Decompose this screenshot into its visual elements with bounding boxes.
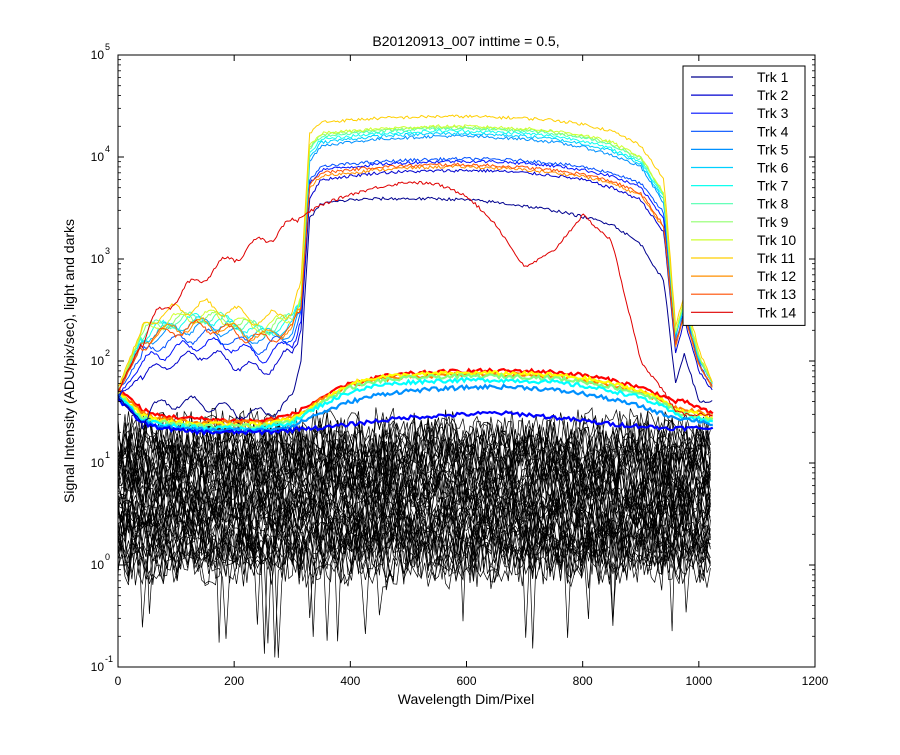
x-tick-label: 1000	[685, 674, 712, 688]
series-line-14	[117, 180, 713, 417]
series-lines	[117, 114, 713, 430]
dark-trace	[117, 524, 711, 654]
series-line-4	[117, 156, 713, 393]
y-tick-exponent: 3	[105, 246, 110, 256]
series-line-11	[117, 114, 713, 387]
y-axis-label: Signal Intensity (ADU/pix/sec), light an…	[61, 219, 77, 503]
y-tick-exponent: 0	[105, 552, 110, 562]
dark-trace	[117, 517, 711, 625]
series-line-3	[117, 159, 713, 396]
legend-box	[682, 65, 806, 326]
series-line-13	[117, 162, 713, 393]
legend-label: Trk 9	[757, 214, 789, 230]
dark-trace	[117, 521, 711, 632]
dark-trace	[117, 525, 711, 649]
y-tick-label: 10	[91, 456, 105, 470]
y-tick-label: 10	[91, 48, 105, 62]
y-tick-exponent: 4	[105, 144, 110, 154]
dark-trace	[117, 507, 711, 561]
y-tick-label: 10	[91, 150, 105, 164]
x-tick-label: 1200	[802, 674, 829, 688]
legend-label: Trk 6	[757, 160, 789, 176]
series-line-6	[117, 131, 713, 393]
legend-label: Trk 13	[757, 286, 796, 302]
y-tick-label: 10	[91, 660, 105, 674]
legend-label: Trk 8	[757, 196, 789, 212]
legend-label: Trk 5	[757, 141, 789, 157]
y-tick-exponent: 1	[105, 450, 110, 460]
series-line-10	[117, 124, 713, 392]
dark-trace	[117, 429, 711, 481]
x-tick-label: 0	[115, 674, 122, 688]
legend: Trk 1 Trk 2 Trk 3 Trk 4 Trk 5 Trk 6 Trk 7 Trk 8…	[682, 65, 806, 326]
dark-traces	[117, 406, 711, 658]
series-line-7	[117, 129, 713, 393]
series-line-1	[117, 196, 713, 430]
legend-label: Trk 14	[757, 304, 796, 320]
legend-label: Trk 12	[757, 268, 796, 284]
light-floor-trace	[117, 383, 713, 434]
light-floor-trace	[117, 398, 714, 436]
legend-label: Trk 7	[757, 178, 789, 194]
legend-label: Trk 3	[757, 105, 789, 121]
y-tick-label: 10	[91, 354, 105, 368]
legend-label: Trk 1	[757, 69, 789, 85]
light-floor-trace	[117, 376, 714, 432]
x-axis: 0 200 400 600 800 1000 1200	[115, 55, 829, 688]
legend-label: Trk 11	[757, 250, 795, 266]
legend-label: Trk 10	[757, 232, 796, 248]
y-tick-exponent: 2	[105, 348, 110, 358]
dark-trace	[117, 427, 711, 479]
legend-label: Trk 4	[757, 123, 789, 139]
y-tick-label: 10	[91, 252, 105, 266]
y-tick-label: 10	[91, 558, 105, 572]
x-axis-label: Wavelength Dim/Pixel	[398, 691, 534, 707]
y-tick-exponent: 5	[105, 42, 110, 52]
chart-title: B20120913_007 inttime = 0.5,	[372, 33, 559, 49]
legend-label: Trk 2	[757, 87, 789, 103]
x-tick-label: 400	[340, 674, 360, 688]
dark-trace	[117, 416, 711, 469]
dark-trace	[117, 419, 711, 472]
x-tick-label: 600	[456, 674, 476, 688]
dark-trace	[117, 412, 711, 465]
series-line-12	[117, 164, 713, 392]
y-tick-exponent: -1	[105, 654, 113, 664]
light-floor-traces	[117, 367, 714, 436]
series-line-2	[117, 168, 713, 397]
x-tick-label: 800	[573, 674, 593, 688]
x-tick-label: 200	[224, 674, 244, 688]
